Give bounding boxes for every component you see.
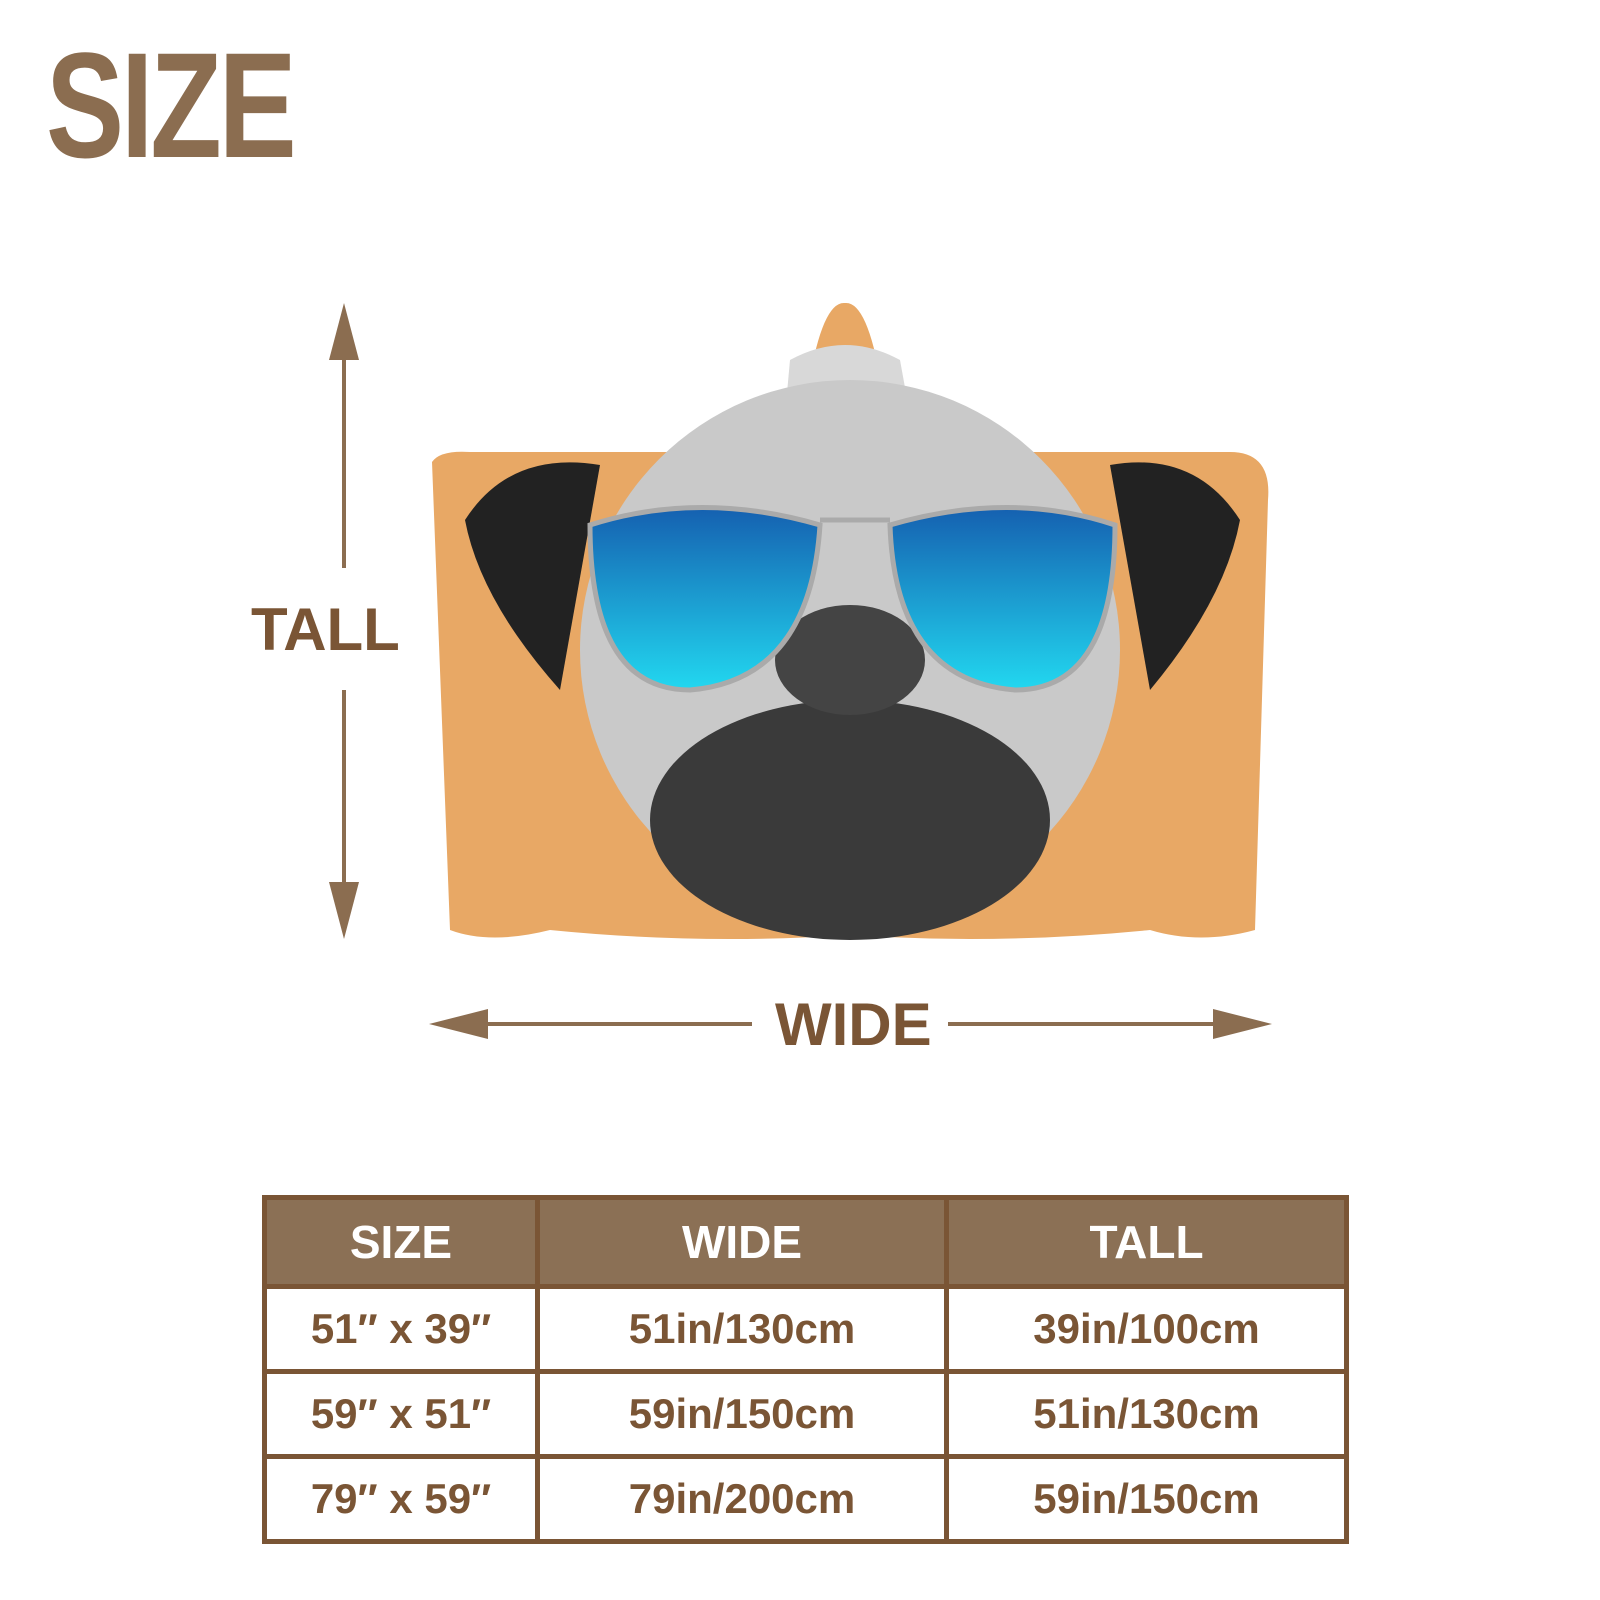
tall-arrow xyxy=(329,303,359,939)
tall-label: TALL xyxy=(251,596,400,663)
cell-wide: 79in/200cm xyxy=(535,1454,949,1544)
cell-size: 51″ x 39″ xyxy=(262,1284,540,1374)
table-header-row: SIZE WIDE TALL xyxy=(262,1195,1349,1289)
header-tall: TALL xyxy=(944,1195,1349,1289)
wide-label: WIDE xyxy=(775,991,932,1058)
wide-arrow xyxy=(429,1009,1272,1039)
size-table: SIZE WIDE TALL 51″ x 39″ 51in/130cm 39in… xyxy=(262,1195,1349,1544)
table-row: 51″ x 39″ 51in/130cm 39in/100cm xyxy=(262,1284,1349,1374)
cell-size: 79″ x 59″ xyxy=(262,1454,540,1544)
table-row: 79″ x 59″ 79in/200cm 59in/150cm xyxy=(262,1454,1349,1544)
page-title: SIZE xyxy=(46,21,297,189)
header-wide: WIDE xyxy=(535,1195,949,1289)
cell-tall: 51in/130cm xyxy=(944,1369,1349,1459)
cell-size: 59″ x 51″ xyxy=(262,1369,540,1459)
cell-wide: 59in/150cm xyxy=(535,1369,949,1459)
table-row: 59″ x 51″ 59in/150cm 51in/130cm xyxy=(262,1369,1349,1459)
blanket-image xyxy=(432,302,1269,940)
cell-tall: 59in/150cm xyxy=(944,1454,1349,1544)
header-size: SIZE xyxy=(262,1195,540,1289)
cell-wide: 51in/130cm xyxy=(535,1284,949,1374)
cell-tall: 39in/100cm xyxy=(944,1284,1349,1374)
